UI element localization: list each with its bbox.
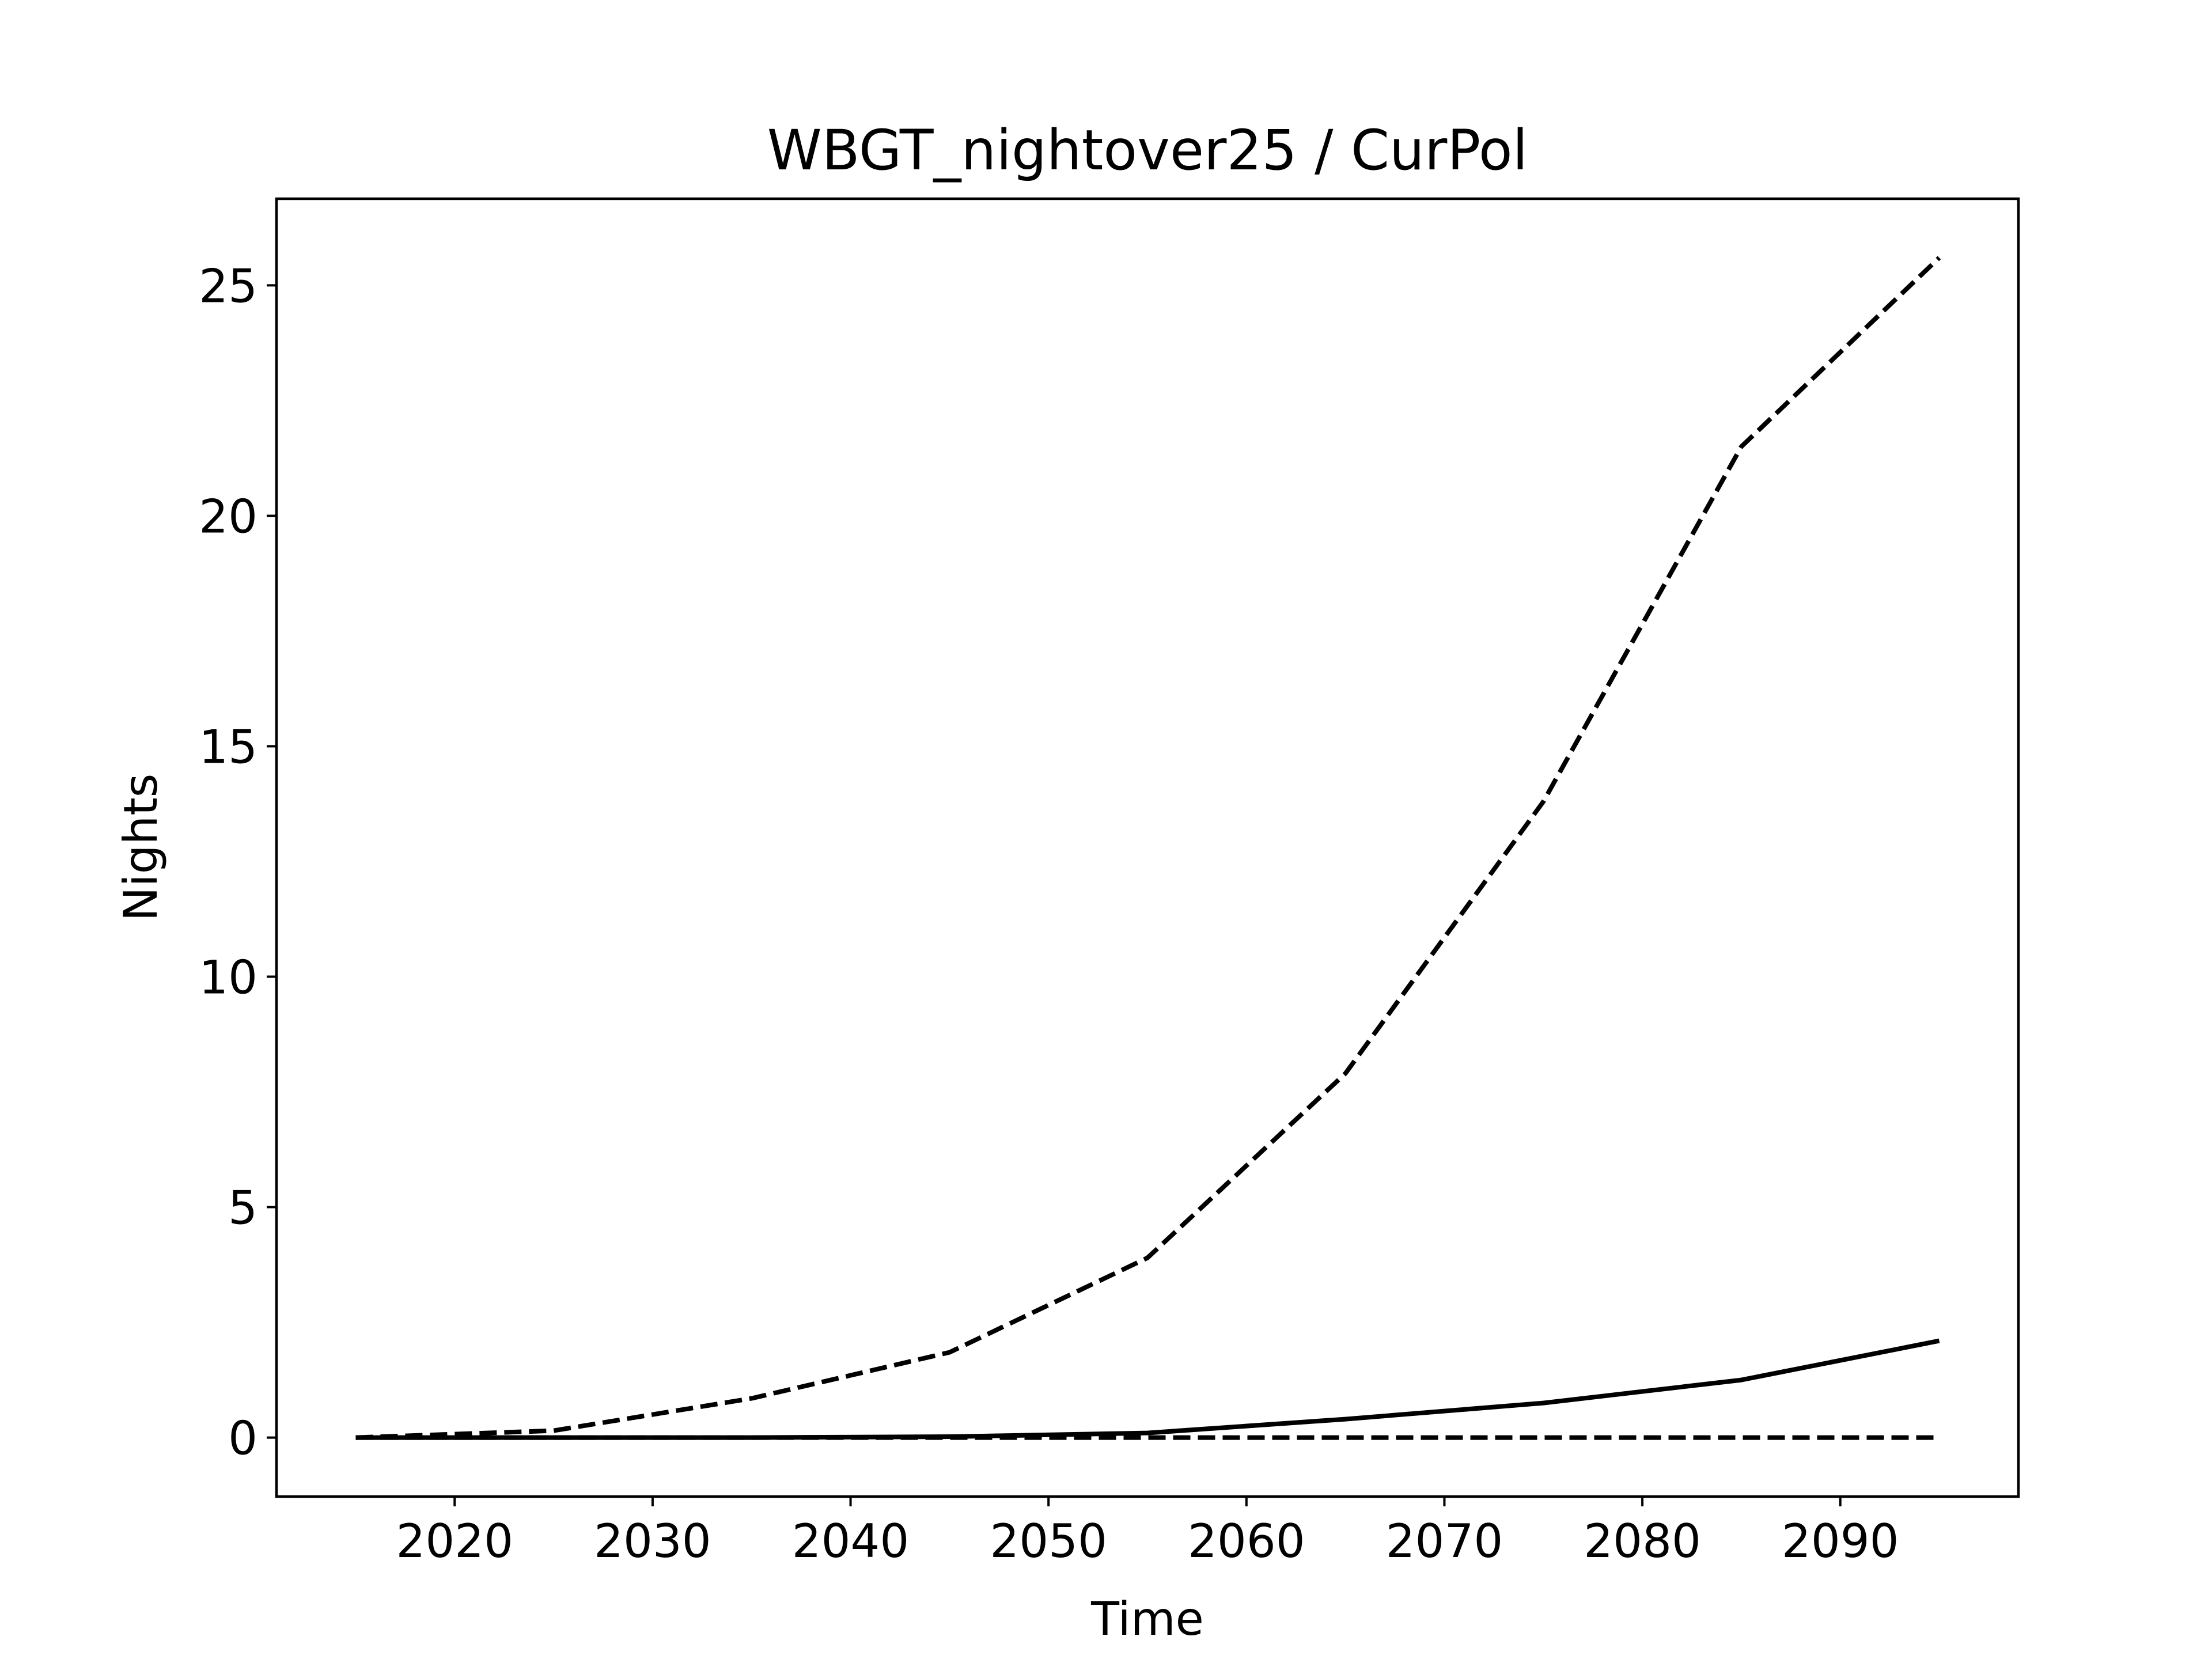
y-tick-label: 15 [199,720,257,774]
x-tick-label: 2020 [396,1514,513,1568]
x-tick-label: 2070 [1386,1514,1503,1568]
x-axis-title: Time [1090,1592,1204,1646]
y-tick-label: 25 [199,259,257,313]
x-tick-label: 2030 [594,1514,711,1568]
chart-title: WBGT_nightover25 / CurPol [767,118,1528,183]
y-tick-label: 5 [228,1181,257,1235]
y-axis-title: Nights [114,774,168,922]
x-tick-label: 2040 [792,1514,910,1568]
series-layer [355,256,1941,1440]
series-line-2 [355,256,1941,1440]
x-tick-label: 2080 [1584,1514,1701,1568]
tick-layer: 2020 2030 2040 2050 2060 2070 2080 2090 0 5 10 15 20… [199,259,1899,1568]
y-tick-label: 20 [199,490,257,543]
x-tick-label: 2090 [1782,1514,1899,1568]
y-tick-label: 0 [228,1412,257,1465]
x-tick-label: 2050 [990,1514,1107,1568]
plot-frame [275,197,2020,1498]
y-tick-label: 10 [199,951,257,1005]
x-tick-label: 2060 [1188,1514,1305,1568]
